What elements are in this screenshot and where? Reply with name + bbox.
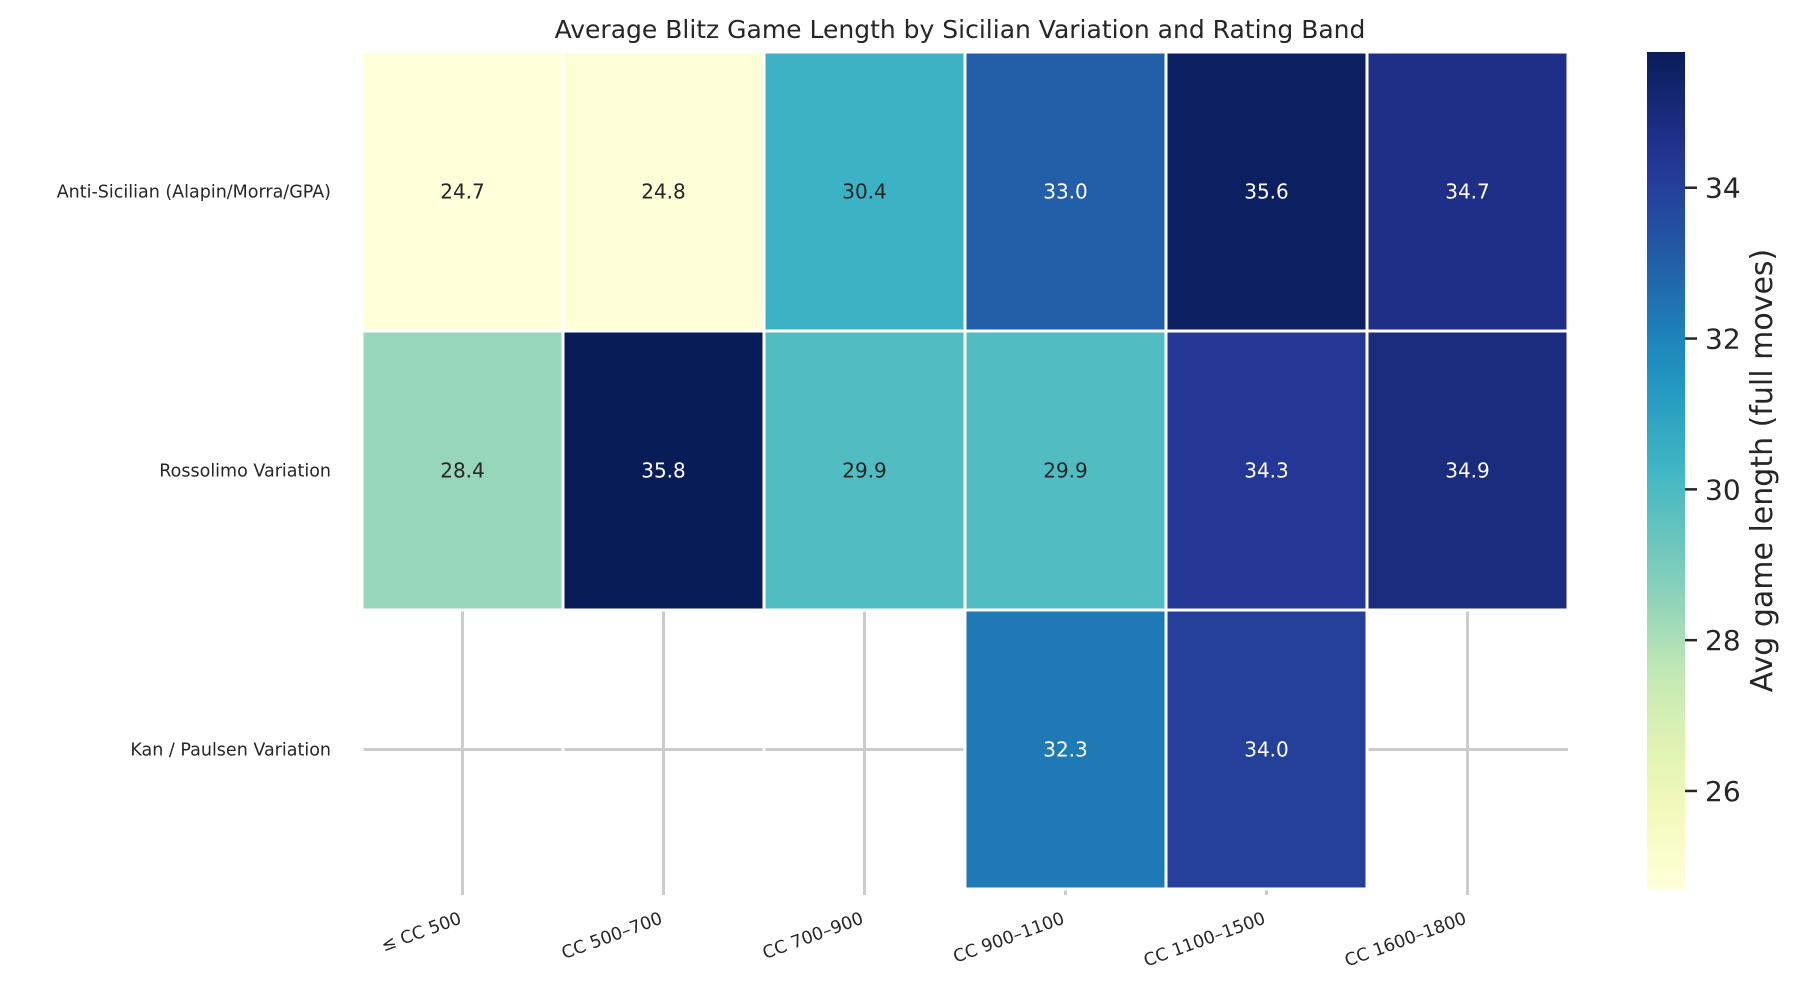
- cell-value-label: 33.0: [1043, 180, 1088, 204]
- colorbar-label: Avg game length (full moves): [1745, 249, 1780, 693]
- heatmap-cell: [762, 329, 967, 612]
- heatmap-cell: [1365, 329, 1570, 612]
- column-label: ≤ CC 500: [379, 909, 464, 956]
- cell-divider: [762, 610, 766, 889]
- column-label: CC 700–900: [760, 909, 866, 964]
- colorbar-tick-label: 34: [1705, 172, 1741, 205]
- cell-value-label: 34.7: [1445, 180, 1490, 204]
- cell-value-label: 35.6: [1244, 180, 1289, 204]
- cell-divider: [561, 610, 565, 889]
- cell-value-label: 34.9: [1445, 459, 1490, 483]
- colorbar-gradient: [1647, 52, 1685, 889]
- column-label: CC 900–1100: [951, 909, 1068, 968]
- column-label: CC 500–700: [559, 909, 665, 964]
- colorbar-tick-label: 26: [1705, 775, 1741, 808]
- heatmap-cell: [963, 329, 1168, 612]
- heatmap-cells: 24.7 24.8 30.4 33.0 35.6 34.7 28.4 35.8 29.9 29.9…: [360, 50, 1570, 891]
- cell-value-label: 29.9: [1043, 459, 1088, 483]
- heatmap-cell: [1164, 329, 1369, 612]
- row-label: Kan / Paulsen Variation: [130, 741, 331, 761]
- colorbar: 26 28 30 32 34 Avg game length (full moves): [1647, 52, 1780, 889]
- cell-value-label: 24.8: [641, 180, 686, 204]
- cell-divider: [360, 610, 364, 889]
- row-label: Anti-Sicilian (Alapin/Morra/GPA): [57, 183, 331, 203]
- cell-value-label: 34.0: [1244, 738, 1289, 762]
- colorbar-tick-label: 30: [1705, 473, 1741, 506]
- colorbar-tick-label: 32: [1705, 323, 1741, 356]
- cell-value-label: 35.8: [641, 459, 686, 483]
- column-label: CC 1600–1800: [1342, 909, 1469, 972]
- cell-value-label: 34.3: [1244, 459, 1289, 483]
- cell-divider: [1365, 610, 1369, 889]
- heatmap-cell: [360, 329, 565, 612]
- cell-value-label: 24.7: [440, 180, 485, 204]
- cell-value-label: 28.4: [440, 459, 485, 483]
- colorbar-tick-label: 28: [1705, 624, 1741, 657]
- chart-title: Average Blitz Game Length by Sicilian Va…: [555, 15, 1366, 44]
- row-label: Rossolimo Variation: [159, 462, 331, 482]
- heatmap-cell: [963, 608, 1168, 891]
- heatmap-cell: [1164, 608, 1369, 891]
- heatmap-cell: [561, 329, 766, 612]
- cell-value-label: 32.3: [1043, 738, 1088, 762]
- heatmap-cell: [1365, 50, 1570, 333]
- cell-value-label: 30.4: [842, 180, 887, 204]
- cell-value-label: 29.9: [842, 459, 887, 483]
- column-label: CC 1100–1500: [1141, 909, 1268, 972]
